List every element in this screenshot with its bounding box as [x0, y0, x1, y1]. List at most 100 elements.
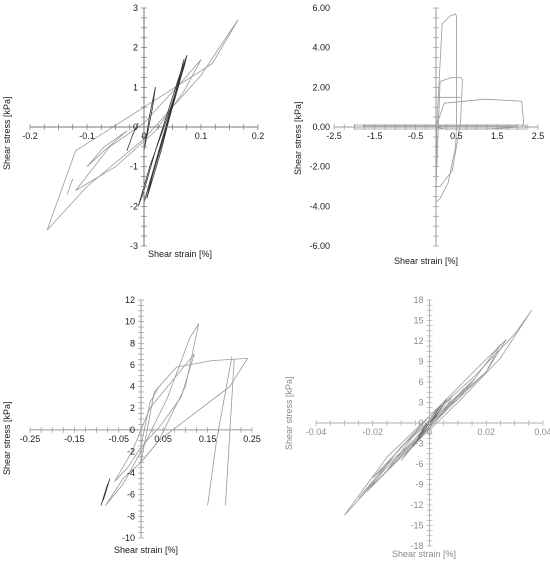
y-tick-label: 9 — [418, 357, 423, 367]
y-tick-label: 4 — [130, 382, 135, 392]
y-tick-label: 8 — [130, 338, 135, 348]
series-loop-6 — [143, 55, 188, 203]
x-tick-label: 0 — [427, 427, 432, 437]
series-loop-2 — [114, 353, 195, 482]
x-tick-label: 0.5 — [450, 131, 463, 141]
y-tick-label: -1 — [130, 162, 138, 172]
x-tick-label: -2.5 — [326, 131, 342, 141]
y-tick-label: 10 — [125, 317, 135, 327]
y-tick-label: -3 — [415, 439, 423, 449]
hysteresis-curves — [100, 323, 249, 506]
y-tick-label: -8 — [127, 511, 135, 521]
y-tick-label: 6 — [130, 360, 135, 370]
y-tick-label: 1 — [133, 82, 138, 92]
series-loop-4 — [372, 378, 476, 478]
series-loop-3 — [86, 130, 128, 167]
x-tick-label: -0.15 — [64, 434, 85, 444]
x-tick-label: 0.15 — [199, 434, 217, 444]
x-tick-label: 2.5 — [532, 131, 545, 141]
y-tick-label: 6.00 — [312, 3, 330, 13]
y-tick-label: 18 — [413, 295, 423, 305]
x-tick-label: -0.2 — [22, 131, 38, 141]
axes — [315, 299, 544, 547]
y-tick-label: 6 — [418, 377, 423, 387]
y-tick-label: -15 — [410, 521, 423, 531]
series-loop-7 — [100, 483, 109, 506]
x-tick-label: 0.1 — [195, 131, 208, 141]
hysteresis-curves — [46, 19, 239, 231]
x-tick-label: -0.25 — [20, 434, 41, 444]
y-tick-label: 15 — [413, 316, 423, 326]
y-tick-label: -12 — [410, 500, 423, 510]
y-tick-label: -4 — [127, 468, 135, 478]
y-tick-label: -6 — [127, 490, 135, 500]
series-loop-1 — [435, 13, 457, 203]
series-loop-5 — [386, 388, 465, 472]
chart-panel-3: -0.25 -0.15 -0.05 0.05 0.15 0.25 12 10 8 6 4 2 0 -2 -4… — [2, 295, 261, 555]
y-tick-label: -6.00 — [309, 241, 330, 251]
axes — [29, 299, 253, 539]
y-axis-title: Shear stress [kPa] — [2, 401, 12, 475]
y-tick-label: -18 — [410, 541, 423, 551]
axes — [29, 7, 259, 247]
x-tick-label: -0.02 — [362, 427, 383, 437]
x-tick-label: -0.5 — [408, 131, 424, 141]
y-axis-title: Shear stress [kPa] — [284, 376, 294, 450]
y-tick-label: 2 — [130, 403, 135, 413]
y-tick-label: 0 — [133, 122, 138, 132]
tick-labels: -0.25 -0.15 -0.05 0.05 0.15 0.25 12 10 8 6 4 2 0 -2 -4… — [20, 295, 261, 543]
y-tick-label: 2.00 — [312, 82, 330, 92]
x-tick-label: 1.5 — [491, 131, 504, 141]
y-tick-label: -4.00 — [309, 201, 330, 211]
x-tick-label: 0 — [141, 131, 146, 141]
y-tick-label: 3 — [418, 398, 423, 408]
series-loop-2 — [75, 59, 202, 191]
tick-labels: -0.2 -0.1 0 0.1 0.2 3 2 1 0 -1 -2 -3 — [22, 3, 264, 251]
x-tick-label: -0.1 — [79, 131, 95, 141]
chart-panel-4: -0.04 -0.02 0 0.02 0.04 18 15 12 9 6 3 0 -3 -6 -9 -12 -1… — [284, 295, 550, 559]
series-loop-1 — [105, 323, 200, 506]
y-tick-label: -6 — [415, 459, 423, 469]
x-tick-label: -1.5 — [367, 131, 383, 141]
x-tick-label: 0.25 — [243, 434, 261, 444]
y-tick-label: -9 — [415, 480, 423, 490]
x-tick-label: 0.04 — [534, 427, 550, 437]
tick-labels: -0.04 -0.02 0 0.02 0.04 18 15 12 9 6 3 0 -3 -6 -9 -12 -1… — [306, 295, 550, 551]
series-loop-3 — [140, 357, 249, 463]
y-tick-label: -2 — [130, 201, 138, 211]
series-loop-4 — [66, 178, 74, 195]
x-axis-title: Shear strain [%] — [114, 545, 178, 555]
y-tick-label: 0 — [418, 418, 423, 428]
y-tick-label: 4.00 — [312, 43, 330, 53]
y-axis-title: Shear stress [kPa] — [293, 101, 303, 175]
series-loop-8 — [102, 478, 111, 501]
x-axis-title: Shear strain [%] — [392, 549, 456, 559]
y-axis-title: Shear stress [kPa] — [2, 96, 12, 170]
x-tick-label: 0.05 — [154, 434, 172, 444]
x-tick-label: 0.2 — [252, 131, 265, 141]
y-tick-label: -2.00 — [309, 162, 330, 172]
chart-panel-1: -0.2 -0.1 0 0.1 0.2 3 2 1 0 -1 -2 -3 Shear strain [… — [2, 3, 264, 259]
x-tick-label: 0.02 — [477, 427, 495, 437]
chart-panel-2: -2.5 -1.5 -0.5 0.5 1.5 2.5 6.00 4.00 2.00 0.00 -2.… — [293, 3, 544, 266]
x-tick-label: -0.04 — [306, 427, 327, 437]
tick-labels: -2.5 -1.5 -0.5 0.5 1.5 2.5 6.00 4.00 2.00 0.00 -2.… — [309, 3, 544, 251]
x-tick-label: -0.05 — [109, 434, 130, 444]
hysteresis-curves — [353, 8, 527, 203]
series-loop-8 — [143, 86, 156, 151]
y-tick-label: -3 — [130, 241, 138, 251]
axes — [333, 7, 539, 247]
y-tick-label: 0 — [130, 425, 135, 435]
x-axis-title: Shear strain [%] — [394, 256, 458, 266]
y-tick-label: 12 — [125, 295, 135, 305]
y-tick-label: 2 — [133, 43, 138, 53]
hysteresis-curves — [344, 309, 532, 516]
x-axis-title: Shear strain [%] — [148, 249, 212, 259]
series-loop-8 — [417, 405, 442, 437]
series-loop-7 — [146, 59, 185, 199]
y-tick-label: 3 — [133, 3, 138, 13]
series-loop-5 — [207, 356, 233, 506]
series-loop-3 — [435, 98, 525, 130]
y-tick-label: -10 — [122, 533, 135, 543]
